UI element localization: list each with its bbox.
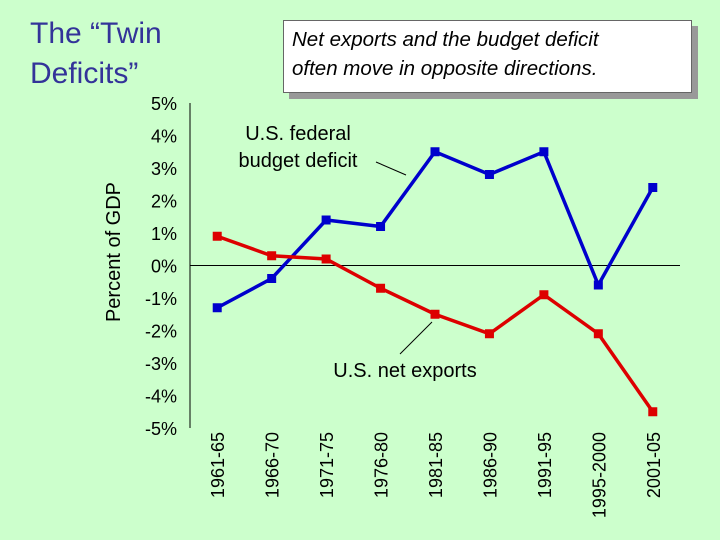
budget-annotation-line2: budget deficit — [239, 150, 358, 172]
net-exports-point — [376, 283, 386, 293]
x-tick-label: 2001-05 — [644, 432, 664, 498]
y-tick-label: 5% — [151, 94, 177, 114]
y-tick-label: 2% — [151, 192, 177, 212]
budget-deficit-point — [430, 147, 440, 157]
y-tick-label: 1% — [151, 224, 177, 244]
y-tick-label: 3% — [151, 159, 177, 179]
x-tick-label: 1986-90 — [480, 432, 500, 498]
callout-line1: Net exports and the budget deficit — [292, 28, 599, 51]
budget-deficit-point — [484, 170, 494, 179]
budget-leader-line — [375, 161, 407, 176]
x-tick-label: 1976-80 — [372, 432, 392, 498]
x-tick-labels: 1961-65 1966-70 1971-75 1976-80 1981-85 1986-… — [208, 432, 664, 518]
x-tick-label: 1991-95 — [535, 432, 555, 498]
x-tick-label: 1981-85 — [426, 432, 446, 498]
y-tick-label: -3% — [145, 354, 177, 374]
budget-deficit-point — [212, 303, 222, 313]
budget-deficit-point — [321, 215, 331, 225]
slide-title: The “Twin Deficits” — [30, 14, 162, 94]
net-exports-point — [484, 329, 494, 339]
net-exports-point — [321, 254, 331, 264]
budget-deficit-series — [212, 147, 658, 313]
slide-title-line1: The “Twin — [30, 17, 162, 50]
budget-deficit-point — [267, 274, 277, 283]
budget-deficit-point — [539, 147, 549, 157]
budget-deficit-point — [376, 222, 386, 231]
slide-title-line2: Deficits” — [30, 57, 139, 90]
x-tick-label: 1971-75 — [317, 432, 337, 498]
net-exports-point — [430, 309, 440, 319]
y-tick-label: -4% — [145, 387, 177, 407]
net-exports-point — [212, 231, 222, 241]
annotation-leaders — [375, 161, 433, 355]
net-exports-point — [267, 251, 277, 261]
net-exports-point — [593, 329, 603, 339]
y-tick-label: -1% — [145, 289, 177, 309]
net-exports-series — [212, 231, 658, 417]
exports-annotation: U.S. net exports — [333, 360, 476, 382]
net-exports-point — [648, 407, 658, 417]
x-tick-label: 1995-2000 — [589, 432, 609, 518]
x-tick-label: 1966-70 — [263, 432, 283, 498]
budget-annotation-line1: U.S. federal — [245, 123, 351, 145]
y-tick-label: -5% — [145, 419, 177, 439]
budget-deficit-line — [216, 149, 655, 310]
exports-leader-line — [399, 321, 433, 355]
callout-line2: often move in opposite directions. — [292, 57, 598, 80]
y-tick-labels: 5% 4% 3% 2% 1% 0% -1% -2% -3% -4% -5% — [145, 94, 177, 439]
budget-deficit-point — [593, 280, 603, 290]
budget-deficit-point — [648, 183, 658, 192]
series-layer — [212, 147, 658, 417]
net-exports-point — [539, 290, 549, 300]
callout-box: Net exports and the budget deficit often… — [283, 20, 698, 99]
y-axis-label: Percent of GDP — [103, 182, 125, 322]
y-tick-label: 0% — [151, 257, 177, 277]
y-tick-label: -2% — [145, 322, 177, 342]
x-tick-label: 1961-65 — [208, 432, 228, 498]
y-tick-label: 4% — [151, 127, 177, 147]
callout-text: Net exports and the budget deficit often… — [283, 20, 692, 93]
chart-axes — [189, 103, 680, 428]
